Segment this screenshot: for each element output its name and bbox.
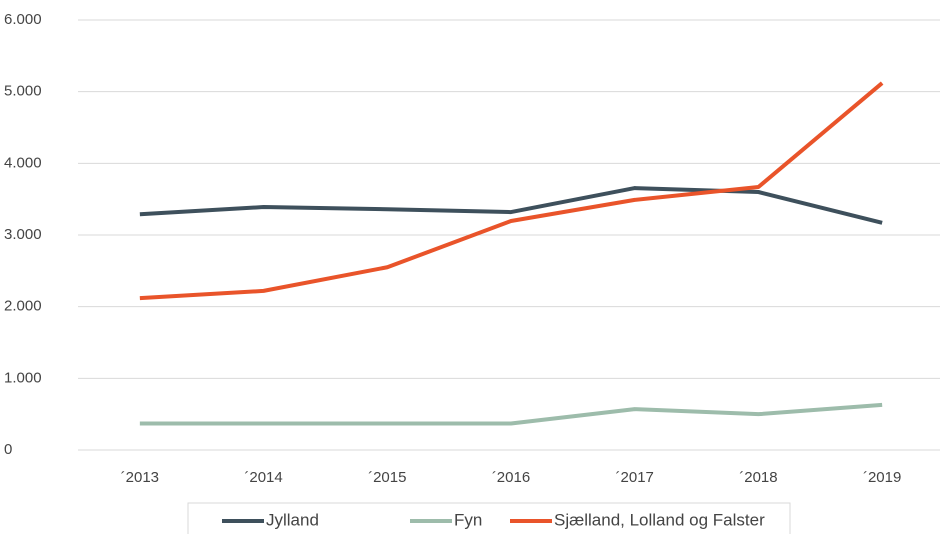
x-tick-label: ´2013 — [121, 469, 159, 486]
x-tick-label: ´2018 — [739, 469, 777, 486]
legend-label: Jylland — [266, 510, 319, 529]
y-tick-label: 6.000 — [4, 11, 42, 28]
y-tick-label: 4.000 — [4, 154, 42, 171]
series-line — [139, 81, 884, 301]
legend-label: Sjælland, Lolland og Falster — [554, 510, 765, 529]
x-tick-label: ´2016 — [492, 469, 530, 486]
x-tick-label: ´2019 — [863, 469, 901, 486]
legend-box — [187, 502, 791, 534]
y-tick-label: 2.000 — [4, 298, 42, 315]
series-line — [139, 186, 883, 225]
y-tick-label: 3.000 — [4, 226, 42, 243]
series-line — [139, 402, 883, 426]
y-tick-label: 0 — [4, 441, 12, 458]
y-tick-label: 1.000 — [4, 369, 42, 386]
y-tick-label: 5.000 — [4, 83, 42, 100]
x-tick-label: ´2014 — [244, 469, 282, 486]
legend-label: Fyn — [454, 510, 482, 529]
x-tick-label: ´2015 — [368, 469, 406, 486]
x-tick-label: ´2017 — [616, 469, 654, 486]
